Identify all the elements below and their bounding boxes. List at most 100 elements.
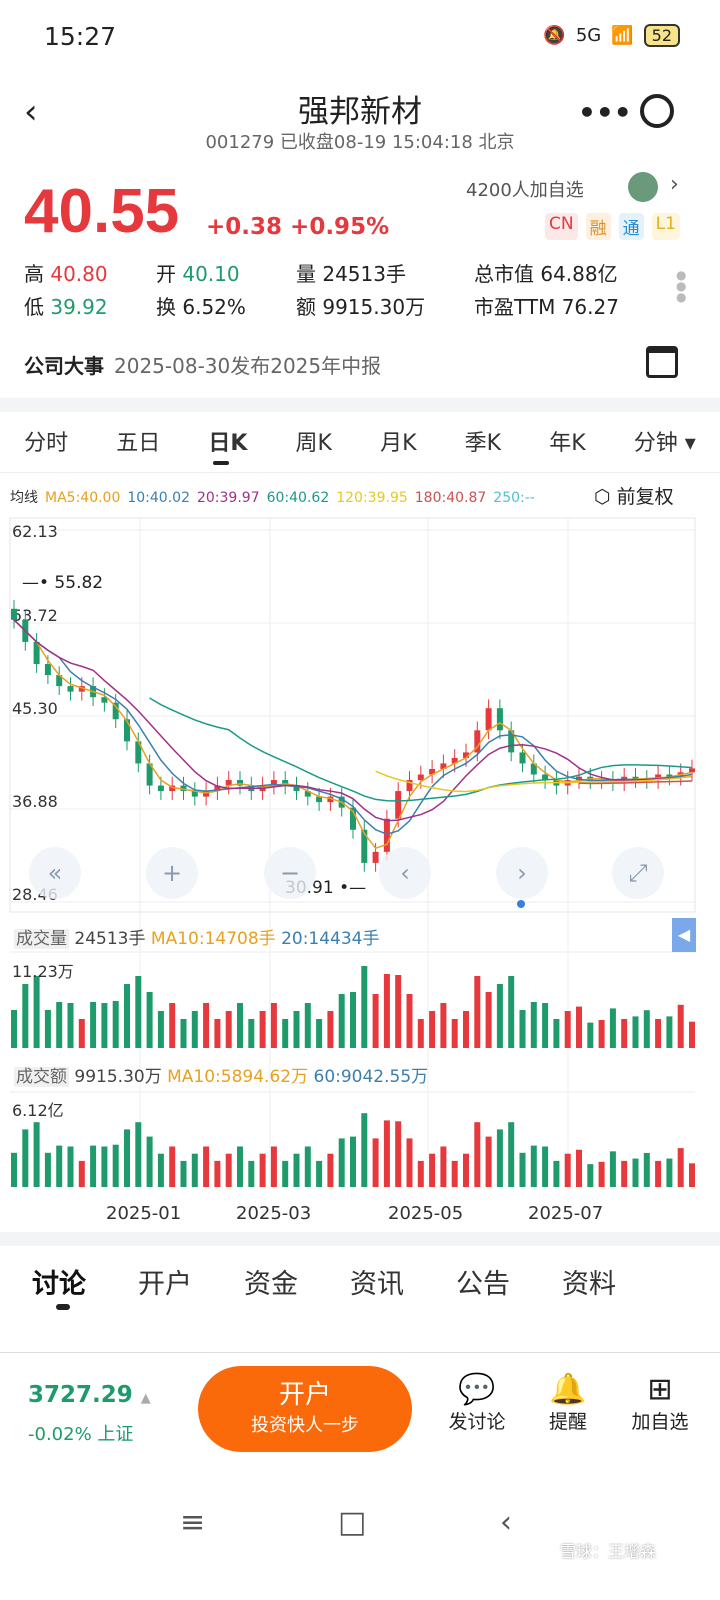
candle-body [485,708,492,731]
volume-bar [417,1019,424,1048]
turnover-bar [372,1138,379,1187]
company-news[interactable]: 公司大事 2025-08-30发布2025年中报 [24,354,382,378]
candle-body [270,780,277,786]
candle-body [440,763,447,769]
x-tick: 2025-01 [106,1203,182,1224]
turnover-bar [689,1163,695,1187]
prev-button[interactable] [379,847,431,899]
tab-period[interactable]: 日K [208,431,248,456]
turnover-bar [621,1160,628,1187]
tab-period[interactable]: 分时 [24,431,69,456]
turnover-bar [485,1136,492,1187]
tab-1[interactable]: 开户 [138,1269,192,1300]
tab-period[interactable]: 周K [295,431,332,456]
volume-bar [191,1011,198,1048]
tab-5[interactable]: 资料 [562,1269,616,1300]
post-discussion-button[interactable]: 💬 发讨论 [437,1372,517,1434]
adjust-button[interactable]: ⬡ 前复权 [594,486,674,508]
turnover-bar [632,1158,639,1187]
turnover-bar [508,1122,515,1187]
turnover-bar [496,1129,503,1187]
tab-period[interactable]: 年K [549,431,586,456]
turnover-bar [327,1153,334,1187]
price-panel [9,517,696,913]
turnover-bar [33,1122,40,1187]
calendar-icon[interactable] [646,346,678,378]
max-price-label: —• 55.82 [22,573,103,593]
chat-icon: 💬 [458,1372,496,1407]
bell-icon: 🔔 [549,1372,587,1407]
volume-bar [248,1019,255,1048]
turnover-bar [576,1149,582,1187]
zoom-out-button[interactable] [264,847,316,899]
volume-bar [203,1003,210,1048]
tab-period[interactable]: 五日 [116,431,161,456]
price-change: +0.38 +0.95% [206,214,389,240]
tab-period[interactable]: 分钟 ▾ [633,431,696,456]
menu-nav-button[interactable]: ≡ [180,1505,206,1540]
volume-bar [327,1011,334,1048]
divider [0,472,720,473]
tab-period[interactable]: 季K [464,431,502,456]
turnover-bar [259,1153,266,1187]
ma-line [578,780,693,785]
back-button[interactable]: ‹ [24,92,38,132]
divider [0,398,720,412]
stat-volume: 量 24513手 [296,262,406,286]
open-account-button[interactable]: 开户 投资快人一步 [198,1366,412,1452]
ma-line [13,619,693,850]
expand-dots-icon[interactable]: ● ● ● [676,268,687,304]
tab-3[interactable]: 资讯 [350,1269,404,1300]
volume-header: 成交量 24513手 MA10:14708手 20:14434手 [14,929,380,949]
turnover-bar [270,1146,277,1187]
tab-4[interactable]: 公告 [456,1269,510,1300]
page-dot [517,900,525,908]
y-tick: 36.88 [12,792,58,811]
home-nav-button[interactable]: □ [338,1505,367,1540]
quote-stats: 高 40.80 开 40.10 量 24513手 总市值 64.88亿 低 39… [24,258,704,328]
collapse-panel-button[interactable]: ◀ [672,918,696,952]
fullscreen-icon: ⤢ [628,859,647,887]
candle-body [44,664,51,676]
volume-bar [304,1003,311,1048]
back-nav-button[interactable]: ‹ [500,1505,512,1540]
avatar[interactable] [628,172,658,202]
stat-low: 低 39.92 [24,295,108,319]
volume-bar [361,966,368,1048]
turnover-bar [237,1146,243,1187]
volume-bar [169,1003,176,1048]
turnover-header: 成交额 9915.30万 MA10:5894.62万 60:9042.55万 [14,1067,429,1087]
turnover-bar [383,1120,390,1187]
turnover-bar [519,1152,526,1187]
tab-0[interactable]: 讨论 [32,1269,86,1300]
chevron-right-icon[interactable]: › [670,172,679,197]
volume-bar [101,1003,108,1048]
tab-period[interactable]: 月K [380,431,417,456]
ma-line [13,619,693,822]
next-button[interactable] [496,847,548,899]
more-icon[interactable]: ••• [578,96,632,129]
volume-bar [485,992,492,1048]
index-value[interactable]: 3727.29 ▲ [28,1382,151,1408]
alert-button[interactable]: 🔔 提醒 [528,1372,608,1434]
volume-bar [677,1004,684,1048]
search-icon[interactable] [640,94,674,128]
turnover-bar [417,1160,424,1187]
volume-bar [33,976,40,1048]
candle-body [451,757,458,764]
fullscreen-button[interactable] [612,847,664,899]
zoom-in-button[interactable] [146,847,198,899]
tab-2[interactable]: 资金 [244,1269,298,1300]
candle-body [406,780,413,792]
turnover-bar [101,1146,108,1187]
volume-bar [542,1003,549,1048]
add-watchlist-button[interactable]: ⊞ 加自选 [620,1372,700,1434]
volume-bar [124,984,130,1048]
turnover-bar [203,1146,210,1187]
candle-body [33,641,40,665]
scroll-left-button[interactable] [29,847,81,899]
page-subtitle: 001279 已收盘08-19 15:04:18 北京 [205,132,515,153]
watchers-count[interactable]: 4200人加自选 [466,180,584,201]
turnover-bar [361,1113,368,1187]
